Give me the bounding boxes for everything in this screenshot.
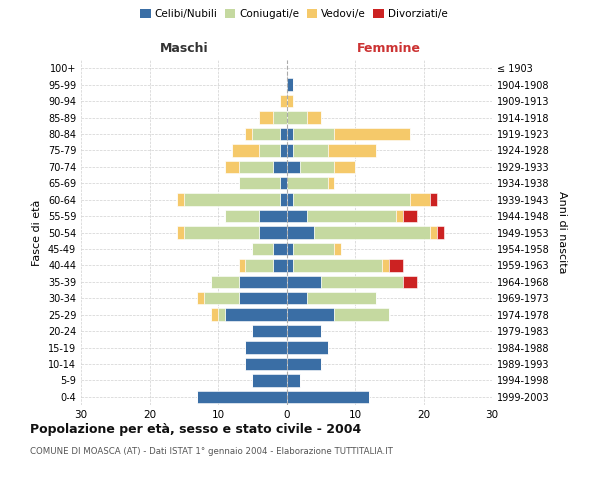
Bar [280, 128, 287, 140]
Bar [410, 194, 430, 206]
Bar [287, 78, 293, 91]
Bar [245, 358, 287, 370]
Bar [293, 128, 334, 140]
Bar [232, 144, 259, 156]
Bar [287, 308, 334, 321]
Legend: Celibi/Nubili, Coniugati/e, Vedovi/e, Divorziati/e: Celibi/Nubili, Coniugati/e, Vedovi/e, Di… [136, 5, 452, 24]
Bar [225, 210, 259, 222]
Bar [287, 128, 293, 140]
Bar [239, 292, 287, 304]
Bar [197, 390, 287, 403]
Bar [287, 144, 293, 156]
Bar [437, 226, 444, 238]
Text: Femmine: Femmine [357, 42, 421, 55]
Bar [239, 276, 287, 288]
Bar [211, 308, 218, 321]
Bar [287, 276, 321, 288]
Bar [293, 259, 382, 272]
Text: Maschi: Maschi [160, 42, 208, 55]
Bar [287, 177, 328, 190]
Bar [287, 325, 321, 337]
Bar [307, 112, 321, 124]
Bar [328, 177, 334, 190]
Bar [287, 226, 314, 238]
Bar [287, 358, 321, 370]
Bar [225, 160, 239, 173]
Bar [334, 243, 341, 255]
Bar [259, 226, 287, 238]
Bar [273, 243, 287, 255]
Bar [293, 144, 328, 156]
Bar [334, 128, 410, 140]
Bar [307, 292, 376, 304]
Bar [239, 177, 280, 190]
Bar [314, 226, 430, 238]
Bar [287, 292, 307, 304]
Bar [259, 112, 273, 124]
Bar [205, 292, 239, 304]
Bar [280, 177, 287, 190]
Bar [389, 259, 403, 272]
Text: COMUNE DI MOASCA (AT) - Dati ISTAT 1° gennaio 2004 - Elaborazione TUTTITALIA.IT: COMUNE DI MOASCA (AT) - Dati ISTAT 1° ge… [30, 448, 393, 456]
Bar [300, 160, 334, 173]
Bar [252, 374, 287, 386]
Bar [245, 259, 273, 272]
Bar [430, 226, 437, 238]
Bar [334, 308, 389, 321]
Bar [280, 144, 287, 156]
Bar [382, 259, 389, 272]
Bar [273, 259, 287, 272]
Bar [287, 342, 328, 353]
Bar [396, 210, 403, 222]
Bar [287, 194, 293, 206]
Bar [252, 243, 273, 255]
Bar [307, 210, 396, 222]
Bar [287, 259, 293, 272]
Text: Popolazione per età, sesso e stato civile - 2004: Popolazione per età, sesso e stato civil… [30, 422, 361, 436]
Bar [259, 144, 280, 156]
Bar [252, 128, 280, 140]
Bar [225, 308, 287, 321]
Bar [287, 374, 300, 386]
Bar [287, 210, 307, 222]
Bar [239, 160, 273, 173]
Bar [211, 276, 239, 288]
Bar [280, 95, 287, 107]
Bar [403, 210, 416, 222]
Bar [245, 128, 252, 140]
Bar [177, 194, 184, 206]
Bar [321, 276, 403, 288]
Bar [328, 144, 376, 156]
Bar [287, 160, 300, 173]
Bar [287, 243, 293, 255]
Bar [218, 308, 225, 321]
Bar [287, 390, 369, 403]
Bar [184, 194, 280, 206]
Bar [239, 259, 245, 272]
Bar [252, 325, 287, 337]
Y-axis label: Anni di nascita: Anni di nascita [557, 191, 566, 274]
Bar [177, 226, 184, 238]
Bar [245, 342, 287, 353]
Bar [197, 292, 205, 304]
Bar [273, 112, 287, 124]
Bar [287, 95, 293, 107]
Bar [430, 194, 437, 206]
Bar [280, 194, 287, 206]
Bar [184, 226, 259, 238]
Bar [334, 160, 355, 173]
Bar [403, 276, 416, 288]
Bar [259, 210, 287, 222]
Bar [293, 243, 334, 255]
Y-axis label: Fasce di età: Fasce di età [32, 200, 42, 266]
Bar [293, 194, 410, 206]
Bar [287, 112, 307, 124]
Bar [273, 160, 287, 173]
